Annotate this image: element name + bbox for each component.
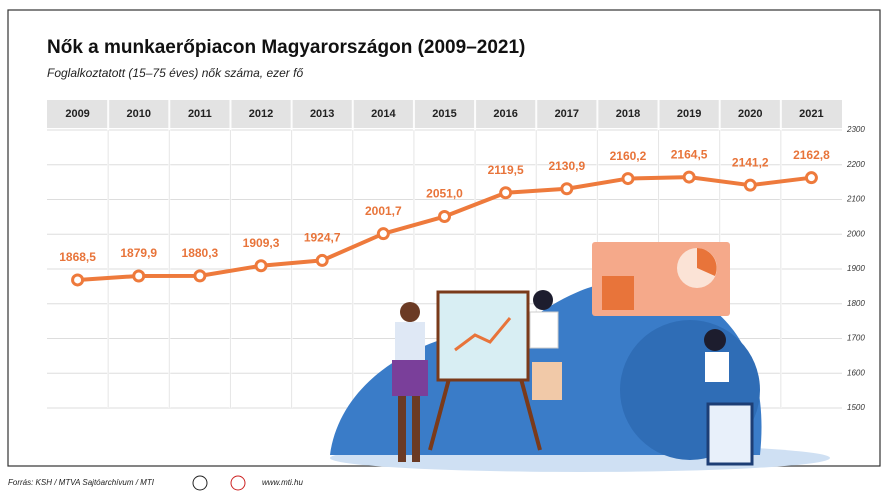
x-tick-label: 2012 [249,108,273,120]
x-tick-label: 2016 [493,108,517,120]
easel-chart [454,317,512,352]
logo [230,475,246,491]
x-tick-label: 2018 [616,108,640,120]
person-skirt [392,360,428,396]
y-tick-label: 1600 [847,368,865,377]
person-leg [398,396,406,462]
y-tick-label: 2100 [846,195,865,204]
value-label: 2141,2 [732,155,769,169]
y-tick-label: 1700 [847,334,865,343]
person-head [704,329,726,351]
y-tick-label: 2200 [846,160,865,169]
easel-board [436,290,530,382]
person-body [705,352,729,382]
point [560,182,574,196]
x-tick-label: 2010 [126,108,150,120]
point [132,269,146,283]
person-head [400,302,420,322]
y-tick-label: 1900 [847,264,865,273]
value-label: 2160,2 [610,149,647,163]
value-label: 1879,9 [120,246,157,260]
value-label: 2164,5 [671,147,708,161]
point [804,171,818,185]
x-tick-label: 2015 [432,108,456,120]
x-tick-label: 2017 [555,108,579,120]
x-tick-label: 2021 [799,108,823,120]
y-tick-label: 2300 [846,125,865,134]
value-label: 2119,5 [488,163,524,177]
x-tick-label: 2009 [65,108,89,120]
header-band [47,100,842,128]
stool [532,362,562,400]
illustration [330,242,830,472]
point [438,210,451,224]
point [193,269,207,283]
value-label: 1909,3 [243,236,280,250]
point [315,253,329,267]
point [682,170,696,184]
chart-subtitle: Foglalkoztatott (15–75 éves) nők száma, … [47,66,303,80]
chart-title: Nők a munkaerőpiacon Magyarországon (200… [47,37,525,58]
x-tick-label: 2011 [188,108,212,120]
hourglass [706,402,754,466]
x-tick-label: 2014 [371,108,396,120]
person-body [395,322,425,362]
person-head [533,290,553,310]
point [71,273,85,287]
value-label: 1880,3 [182,246,219,260]
x-tick-label: 2013 [310,108,334,120]
point [376,227,390,241]
y-tick-label: 1500 [847,403,865,412]
point [743,178,757,192]
series: 1868,5 1879,9 1880,3 1909,3 1924,7 2001,7 2051… [59,147,830,287]
source: Forrás: KSH / MTVA Sajtóarchívum / MTI [8,478,155,487]
point [499,186,513,200]
x-tick-label: 2019 [677,108,701,120]
dash-slice [697,248,717,276]
website: www.mti.hu [262,478,303,487]
value-label: 2001,7 [365,204,402,218]
y-tick-label: 1800 [847,299,865,308]
x-tick-label: 2020 [738,108,762,120]
logo [192,475,208,491]
point [621,172,635,186]
value-label: 2130,9 [548,159,585,173]
value-label: 2051,0 [426,187,463,201]
point [254,259,268,273]
dash-block [602,276,634,310]
person-leg [412,396,420,462]
y-tick-label: 2000 [846,229,865,238]
value-label: 2162,8 [793,148,830,162]
value-label: 1924,7 [304,231,341,245]
person-body [529,311,559,349]
value-label: 1868,5 [59,250,96,264]
